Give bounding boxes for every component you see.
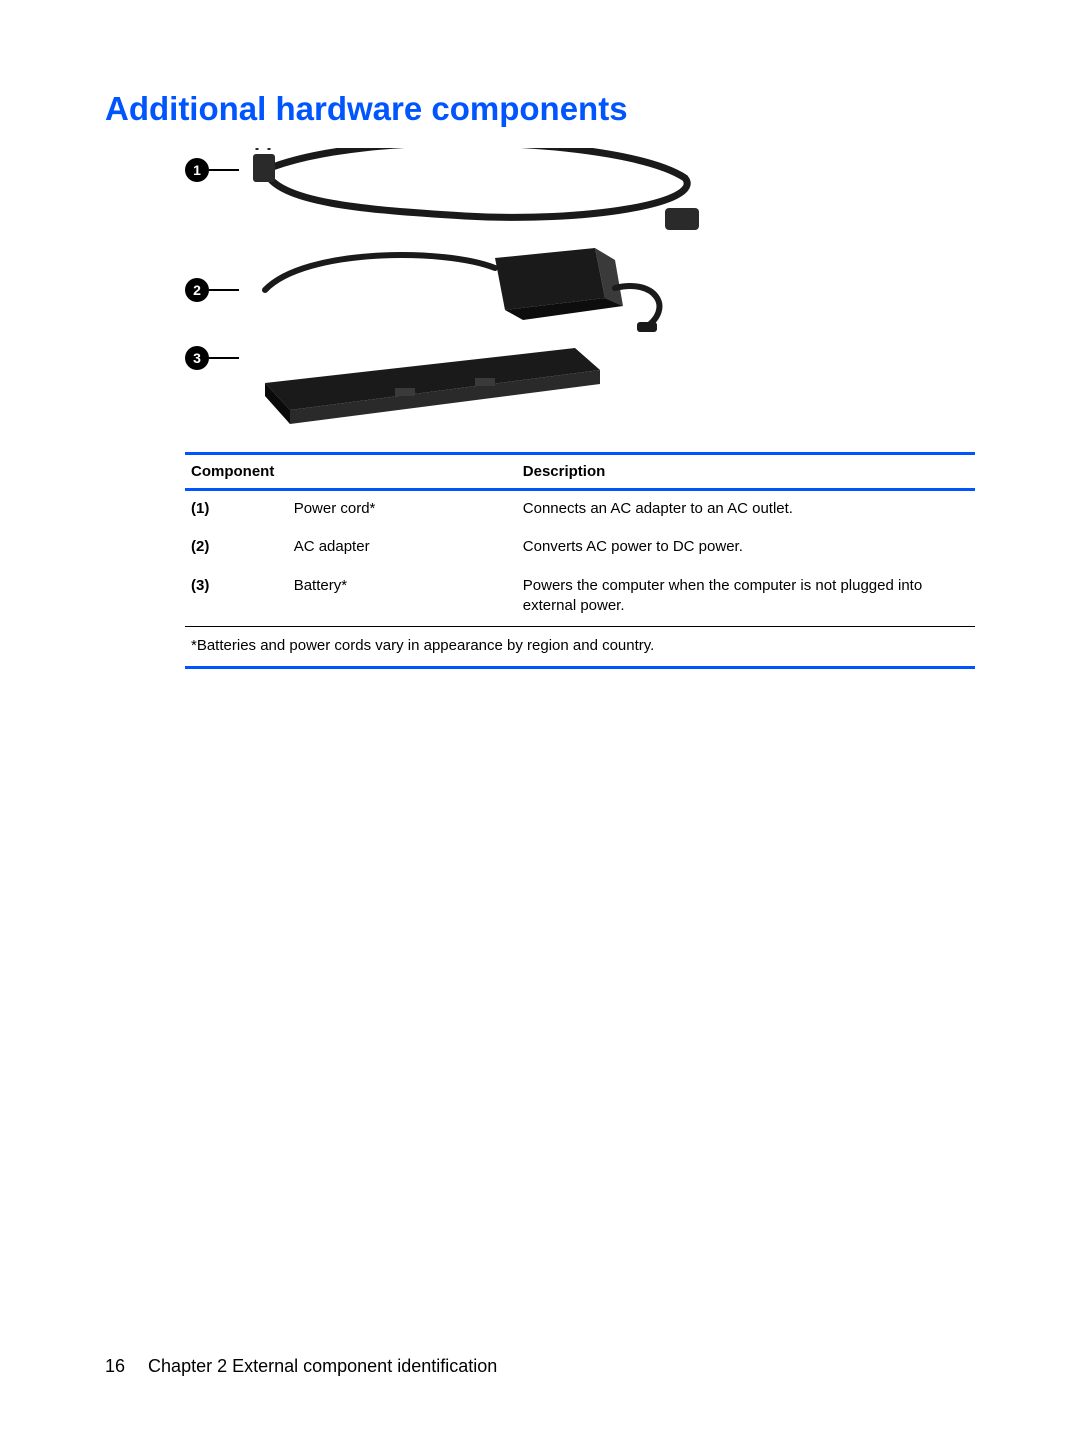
table-row: (2) AC adapter Converts AC power to DC p… xyxy=(185,529,975,567)
col-header-component: Component xyxy=(185,454,517,490)
table-footnote-row: *Batteries and power cords vary in appea… xyxy=(185,627,975,668)
callout-2: 2 xyxy=(185,278,239,302)
battery-icon xyxy=(265,348,600,424)
page-number: 16 xyxy=(105,1356,125,1377)
row-component: Battery* xyxy=(288,568,517,627)
ac-adapter-icon xyxy=(265,248,659,332)
callout-leader xyxy=(209,169,239,171)
table-header-row: Component Description xyxy=(185,454,975,490)
row-index: (1) xyxy=(185,490,288,530)
components-table: Component Description (1) Power cord* Co… xyxy=(185,452,975,669)
col-header-description: Description xyxy=(517,454,975,490)
row-index: (2) xyxy=(185,529,288,567)
row-component: Power cord* xyxy=(288,490,517,530)
row-description: Converts AC power to DC power. xyxy=(517,529,975,567)
callout-bubble: 2 xyxy=(185,278,209,302)
callout-leader xyxy=(209,289,239,291)
callout-leader xyxy=(209,357,239,359)
power-cord-icon xyxy=(253,148,699,230)
document-page: Additional hardware components 1 2 3 xyxy=(0,0,1080,1437)
row-index: (3) xyxy=(185,568,288,627)
chapter-label: Chapter 2 External component identificat… xyxy=(148,1356,497,1376)
callout-bubble: 3 xyxy=(185,346,209,370)
page-footer: 16 Chapter 2 External component identifi… xyxy=(105,1356,497,1377)
row-description: Connects an AC adapter to an AC outlet. xyxy=(517,490,975,530)
row-component: AC adapter xyxy=(288,529,517,567)
row-description: Powers the computer when the computer is… xyxy=(517,568,975,627)
hardware-figure: 1 2 3 xyxy=(185,148,705,428)
section-title: Additional hardware components xyxy=(105,90,975,128)
table-row: (1) Power cord* Connects an AC adapter t… xyxy=(185,490,975,530)
callout-3: 3 xyxy=(185,346,239,370)
table-footnote: *Batteries and power cords vary in appea… xyxy=(185,627,975,668)
callout-bubble: 1 xyxy=(185,158,209,182)
table-row: (3) Battery* Powers the computer when th… xyxy=(185,568,975,627)
hardware-illustration-icon xyxy=(245,148,705,428)
callout-1: 1 xyxy=(185,158,239,182)
